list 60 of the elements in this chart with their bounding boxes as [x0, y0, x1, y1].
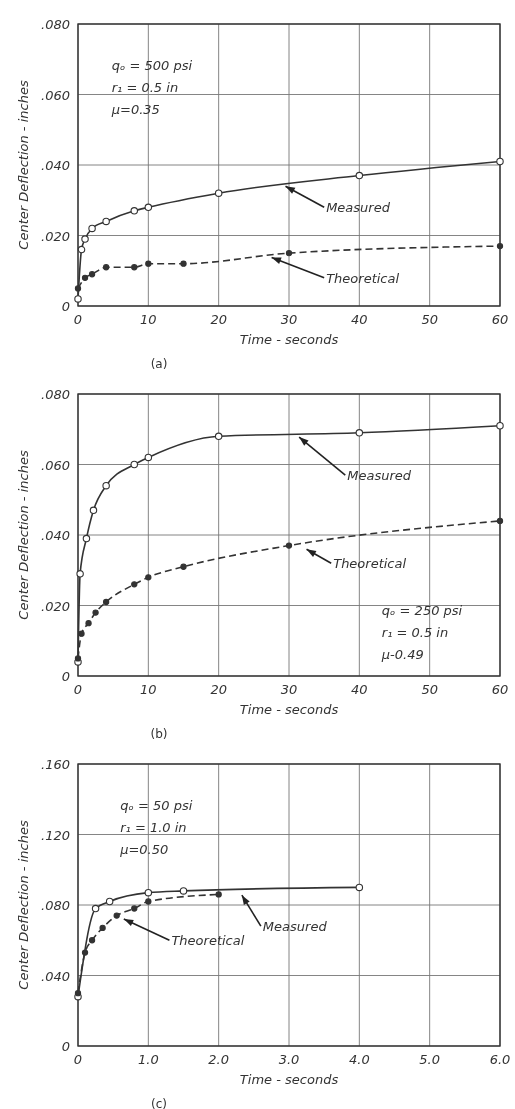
y-tick-label: .020 [41, 228, 70, 244]
text: (c) [151, 1097, 167, 1109]
y-axis-title: Center Deflection - inches [16, 450, 31, 620]
y-tick-label: .040 [41, 158, 70, 173]
x-tick-label: 1.0 [137, 1052, 159, 1067]
y-tick-label: .120 [41, 827, 70, 843]
annotation: r₁ = 0.5 in [111, 79, 179, 95]
series-label: Theoretical [333, 556, 407, 572]
y-tick-label: .080 [41, 387, 70, 402]
x-tick-label: 20 [210, 312, 227, 327]
y-tick-label: .080 [41, 17, 70, 32]
y-axis-title: Center Deflection - inches [16, 820, 31, 990]
x-tick-label: 2.0 [208, 1052, 230, 1067]
annotation: μ-0.49 [380, 646, 424, 662]
y-tick-label: .040 [41, 528, 70, 543]
y-tick-label: 0 [61, 669, 70, 684]
x-tick-label: 60 [491, 682, 509, 697]
x-axis-title: Time - seconds [239, 332, 339, 347]
x-tick-label: 40 [351, 682, 368, 697]
text: Theoretical [171, 933, 245, 949]
x-tick-label: 5.0 [419, 1052, 441, 1067]
y-tick-label: .020 [41, 598, 70, 614]
text: Measured [262, 919, 328, 935]
y-tick-label: 0 [61, 299, 70, 314]
x-tick-label: 20 [210, 682, 227, 697]
x-axis-title: Time - seconds [239, 702, 339, 717]
annotation: qₒ = 500 psi [111, 57, 193, 73]
text: Measured [347, 468, 412, 484]
x-tick-label: 60 [491, 312, 509, 327]
y-tick-label: .060 [41, 87, 70, 103]
series-label: Measured [326, 200, 391, 216]
x-tick-label: 10 [140, 312, 157, 327]
x-tick-label: 4.0 [348, 1052, 370, 1067]
y-tick-label: .080 [41, 898, 70, 913]
y-tick-label: 0 [61, 1039, 70, 1054]
series-label: Theoretical [326, 270, 400, 286]
text: (b) [150, 727, 168, 741]
x-tick-label: 30 [280, 312, 298, 327]
x-tick-label: 3.0 [278, 1052, 300, 1067]
x-tick-label: 6.0 [489, 1052, 511, 1067]
annotation: r₁ = 1.0 in [120, 819, 187, 835]
annotation: qₒ = 250 psi [381, 602, 463, 618]
x-tick-label: 0 [73, 312, 83, 327]
x-axis-title: Time - seconds [239, 1072, 339, 1087]
x-tick-label: 30 [280, 682, 298, 697]
x-tick-label: 0 [73, 682, 83, 697]
y-tick-label: .160 [41, 757, 70, 772]
y-axis-title: Center Deflection - inches [16, 80, 31, 250]
y-tick-label: .060 [41, 457, 70, 473]
x-tick-label: 50 [421, 312, 438, 327]
annotation: r₁ = 0.5 in [381, 624, 449, 640]
text: (a) [150, 357, 168, 371]
annotation: μ=0.35 [110, 101, 160, 117]
x-tick-label: 50 [421, 682, 438, 697]
x-tick-label: 0 [73, 1052, 83, 1067]
x-tick-label: 40 [351, 312, 368, 327]
x-tick-label: 10 [140, 682, 157, 697]
annotation: μ=0.50 [119, 841, 169, 857]
annotation: qₒ = 50 psi [120, 797, 193, 813]
y-tick-label: .040 [41, 968, 70, 984]
